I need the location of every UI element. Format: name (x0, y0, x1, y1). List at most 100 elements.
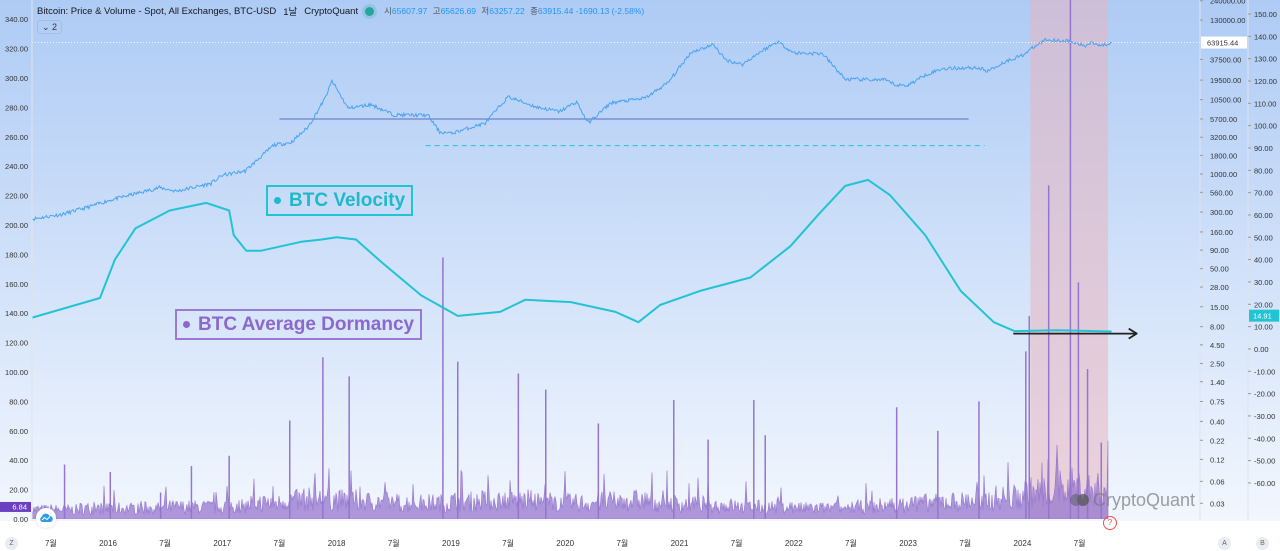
axis-a-tick-label: 28.00 (1210, 283, 1229, 292)
axis-b-tick-label: 30.00 (1254, 278, 1273, 287)
watermark-text: CryptoQuant (1093, 490, 1196, 510)
axis-b-last-value-text: 14.91 (1253, 312, 1272, 321)
symbol-title[interactable]: Bitcoin: Price & Volume - Spot, All Exch… (37, 5, 277, 17)
left-axis-tick-label: 240.00 (5, 162, 28, 171)
time-axis-background (0, 521, 1280, 551)
interval: 1날 (283, 7, 298, 18)
axis-b-tick-label: -60.00 (1254, 479, 1275, 488)
axis-a-tick-label: 0.75 (1210, 397, 1225, 406)
dormancy-annotation-text: BTC Average Dormancy (198, 313, 415, 335)
axis-a-tick-label: 3200.00 (1210, 133, 1237, 142)
left-axis-tick-label: 320.00 (5, 45, 28, 54)
low-label: 저 (481, 6, 490, 16)
axis-a-tick-label: 90.00 (1210, 246, 1229, 255)
ohlc-values: 시65607.97 고65626.69 저63257.22 종63915.44 … (381, 5, 644, 17)
market-status-icon (365, 6, 375, 16)
collapse-indicators-button[interactable]: ⌄ 2 (37, 20, 63, 34)
cryptoquant-logo-icon (1070, 493, 1090, 507)
price-line (32, 37, 1112, 222)
time-axis-tick-label: 7월 (388, 538, 400, 548)
left-axis-tick-label: 280.00 (5, 103, 28, 112)
watermark: CryptoQuant (1070, 490, 1196, 510)
axis-b-tick-label: 20.00 (1254, 300, 1273, 309)
axis-b-button[interactable]: B (1256, 537, 1269, 550)
chart-legend: Bitcoin: Price & Volume - Spot, All Exch… (37, 4, 644, 19)
axis-a-tick-label: 1.40 (1210, 378, 1225, 387)
axis-a-tick-label: 0.03 (1210, 499, 1225, 508)
axis-a-tick-label: 560.00 (1210, 188, 1233, 197)
close-label: 종 (530, 6, 538, 16)
time-axis-tick-label: 2019 (442, 539, 460, 548)
time-axis-tick-label: 2022 (785, 539, 803, 548)
axis-b-tick-label: -30.00 (1254, 412, 1275, 421)
time-axis-tick-label: 2024 (1014, 539, 1032, 548)
axis-b-tick-label: -10.00 (1254, 367, 1275, 376)
axis-a-tick-label: 130000.00 (1210, 16, 1245, 25)
left-axis-last-value-text: 6.84 (12, 502, 27, 511)
axis-b-tick-label: 140.00 (1254, 32, 1277, 41)
time-axis-tick-label: 2016 (99, 539, 117, 548)
axis-a-tick-label: 50.00 (1210, 265, 1229, 274)
time-axis-tick-label: 7월 (959, 538, 971, 548)
time-axis-tick-label: 7월 (159, 538, 171, 548)
left-axis-tick-label: 80.00 (9, 397, 28, 406)
axis-b-tick-label: 70.00 (1254, 189, 1273, 198)
axis-b-tick-label: -20.00 (1254, 390, 1275, 399)
left-axis-tick-label: 200.00 (5, 221, 28, 230)
left-axis-tick-label: 100.00 (5, 368, 28, 377)
change-value: -1690.13 (-2.58%) (575, 6, 645, 16)
axis-b-tick-label: 100.00 (1254, 122, 1277, 131)
plot-area[interactable] (31, 0, 1200, 519)
data-source: CryptoQuant (304, 5, 359, 17)
axis-b-tick-label: 80.00 (1254, 166, 1273, 175)
left-axis-tick-label: 340.00 (5, 15, 28, 24)
axis-b-last-value-tag (1249, 309, 1279, 322)
axis-z-button[interactable]: Z (5, 537, 18, 550)
axis-a-tick-label: 160.00 (1210, 228, 1233, 237)
axis-a-tick-label: 5700.00 (1210, 115, 1237, 124)
high-value: 65626.69 (440, 6, 477, 16)
time-axis-tick-label: 2023 (899, 539, 917, 548)
axis-a-tick-label: 300.00 (1210, 208, 1233, 217)
axis-b-tick-label: 110.00 (1254, 99, 1276, 108)
bullet-icon (183, 321, 190, 328)
left-axis-tick-label: 160.00 (5, 280, 28, 289)
time-axis-tick-label: 7월 (274, 538, 286, 548)
time-axis-tick-label: 7월 (45, 538, 57, 548)
left-axis-tick-label: 20.00 (9, 486, 28, 495)
axis-a-tick-label: 8.00 (1210, 323, 1225, 332)
highlight-range (1030, 0, 1109, 519)
low-value: 63257.22 (489, 6, 525, 16)
axis-a-last-value-text: 63915.44 (1207, 39, 1238, 48)
axis-a-tick-label: 15.00 (1210, 303, 1229, 312)
left-axis-last-value-tag (0, 501, 31, 512)
dormancy-annotation[interactable]: BTC Average Dormancy (175, 309, 423, 340)
left-axis-tick-label: 180.00 (5, 250, 28, 259)
axis-b-tick-label: 90.00 (1254, 144, 1273, 153)
axis-a-tick-label: 2.50 (1210, 359, 1225, 368)
axis-b-tick-label: 10.00 (1254, 323, 1273, 332)
axis-b-tick-label: 60.00 (1254, 211, 1273, 220)
velocity-line (32, 178, 1112, 333)
left-axis-tick-label: 0.00 (13, 515, 28, 524)
axis-a-tick-label: 19500.00 (1210, 76, 1241, 85)
axis-b-tick-label: 0.00 (1254, 345, 1269, 354)
axis-a-tick-label: 0.22 (1210, 436, 1225, 445)
dormancy-area (32, 440, 1109, 519)
axis-b-tick-label: -50.00 (1254, 457, 1275, 466)
close-value: 63915.44 (537, 6, 574, 16)
cloud-icon[interactable] (36, 508, 56, 528)
axis-a-button[interactable]: A (1218, 537, 1231, 550)
left-axis-tick-label: 140.00 (5, 309, 28, 318)
time-axis-tick-label: 2020 (556, 539, 574, 548)
open-value: 65607.97 (391, 6, 428, 16)
axis-a-tick-label: 240000.00 (1210, 0, 1245, 6)
time-axis-tick-label: 7월 (616, 538, 628, 548)
time-axis-tick-label: 2021 (671, 539, 689, 548)
axis-a-tick-label: 1800.00 (1210, 151, 1237, 160)
help-button[interactable]: ? (1103, 516, 1117, 530)
velocity-annotation[interactable]: BTC Velocity (266, 185, 414, 216)
left-axis-tick-label: 40.00 (9, 456, 28, 465)
